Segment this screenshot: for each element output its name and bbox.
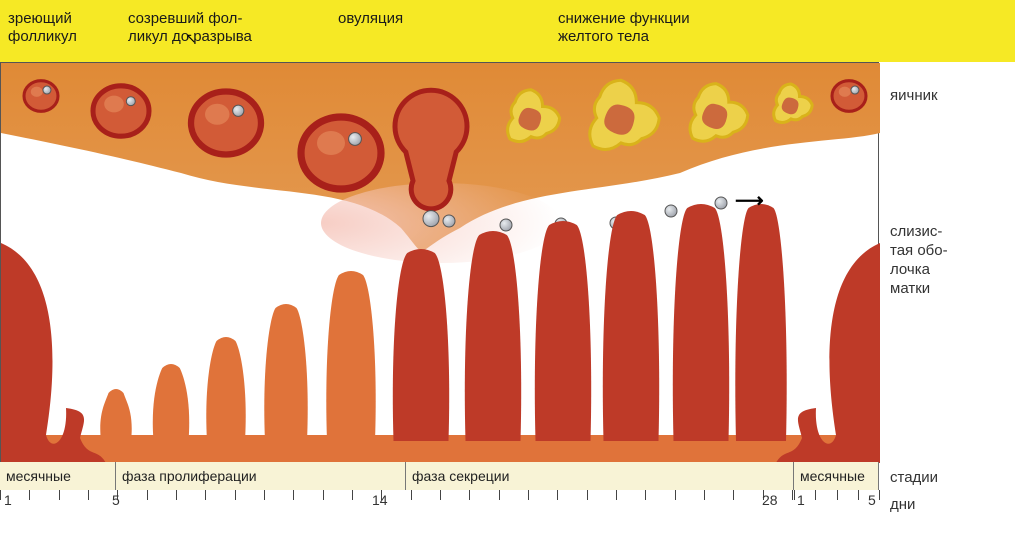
header-label: снижение функции желтого тела xyxy=(558,10,690,46)
endometrium-column xyxy=(264,304,307,441)
day-number: 5 xyxy=(112,492,120,508)
endometrium-column xyxy=(393,249,449,441)
ovum-0 xyxy=(443,215,455,227)
side-label: дни xyxy=(890,495,915,514)
day-number: 14 xyxy=(372,492,388,508)
side-label: яичник xyxy=(890,86,938,105)
endometrium-column xyxy=(465,231,521,441)
header-label: созревший фол- ликул до разрыва xyxy=(128,10,252,46)
follicle-growing1 xyxy=(93,86,149,136)
egg-travel-arrow-icon: ⟶ xyxy=(735,188,764,213)
phase-cell: месячные xyxy=(794,462,879,490)
endometrium-column xyxy=(206,337,245,441)
day-number: 28 xyxy=(762,492,778,508)
follicle-growing2 xyxy=(191,92,261,155)
phase-row: месячныефаза пролиферациифаза секрецииме… xyxy=(0,462,1015,490)
header-label: зреющий фолликул xyxy=(8,10,77,46)
menses-mass xyxy=(776,243,880,463)
day-axis: 1 5 14 28 1 5 xyxy=(0,490,1015,520)
endometrium-column xyxy=(603,211,659,441)
ovum-1 xyxy=(500,219,512,231)
endometrium-column xyxy=(535,221,591,441)
endometrium-column xyxy=(153,364,189,441)
side-label: слизис- тая обо- лочка матки xyxy=(890,222,948,298)
endometrium-column xyxy=(326,271,375,441)
follicle-graafian xyxy=(301,117,381,189)
day-number: 5 xyxy=(868,492,876,508)
day-number: 1 xyxy=(4,492,12,508)
endometrium-column xyxy=(735,204,786,441)
chart-svg xyxy=(1,63,880,463)
phase-cell: фаза пролиферации xyxy=(116,462,406,490)
day-number: 1 xyxy=(797,492,805,508)
follicle-primary xyxy=(24,81,58,112)
chart-area xyxy=(0,62,879,462)
diagram-root: ↖ ⟶ месячныефаза пролиферациифаза секрец… xyxy=(0,0,1015,536)
header-label: овуляция xyxy=(338,10,403,28)
follicle-primary2 xyxy=(832,81,866,112)
menses-mass xyxy=(1,243,106,463)
endometrium-column xyxy=(673,204,729,441)
ovum-5 xyxy=(715,197,727,209)
phase-cell: месячные xyxy=(0,462,116,490)
ovum-4 xyxy=(665,205,677,217)
phase-cell: фаза секреции xyxy=(406,462,794,490)
side-label: стадии xyxy=(890,468,938,487)
